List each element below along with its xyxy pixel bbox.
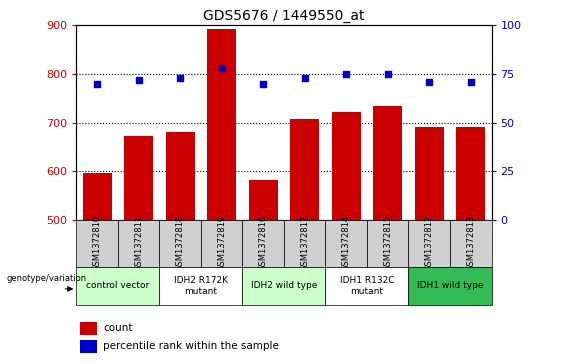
Bar xyxy=(290,119,319,220)
Point xyxy=(300,75,309,81)
Text: control vector: control vector xyxy=(86,281,149,290)
Bar xyxy=(76,267,159,305)
Text: IDH2 R172K
mutant: IDH2 R172K mutant xyxy=(174,276,228,295)
Bar xyxy=(166,132,194,220)
Text: GSM1372818: GSM1372818 xyxy=(176,215,185,271)
Point xyxy=(176,75,185,81)
Text: GSM1372819: GSM1372819 xyxy=(217,215,226,271)
Bar xyxy=(124,136,153,220)
Text: GSM1372813: GSM1372813 xyxy=(466,215,475,271)
Bar xyxy=(367,220,408,267)
Text: GSM1372817: GSM1372817 xyxy=(300,215,309,271)
Bar xyxy=(80,322,97,335)
Text: GSM1372816: GSM1372816 xyxy=(259,215,268,271)
Bar xyxy=(80,340,97,353)
Bar xyxy=(159,267,242,305)
Point xyxy=(383,71,392,77)
Text: percentile rank within the sample: percentile rank within the sample xyxy=(103,341,279,351)
Bar xyxy=(325,220,367,267)
Text: GSM1372810: GSM1372810 xyxy=(93,215,102,271)
Text: GSM1372811: GSM1372811 xyxy=(134,215,143,271)
Bar xyxy=(82,174,111,220)
Point xyxy=(342,71,351,77)
Title: GDS5676 / 1449550_at: GDS5676 / 1449550_at xyxy=(203,9,364,23)
Bar xyxy=(408,220,450,267)
Bar xyxy=(242,267,325,305)
Text: IDH1 wild type: IDH1 wild type xyxy=(417,281,483,290)
Point xyxy=(93,81,102,86)
Bar xyxy=(207,29,236,220)
Bar xyxy=(284,220,325,267)
Text: IDH1 R132C
mutant: IDH1 R132C mutant xyxy=(340,276,394,295)
Bar xyxy=(242,220,284,267)
Text: genotype/variation: genotype/variation xyxy=(6,274,86,283)
Bar xyxy=(159,220,201,267)
Bar xyxy=(450,220,492,267)
Point xyxy=(259,81,268,86)
Bar xyxy=(118,220,159,267)
Bar xyxy=(76,220,118,267)
Bar xyxy=(201,220,242,267)
Bar xyxy=(373,106,402,220)
Text: GSM1372814: GSM1372814 xyxy=(342,215,351,271)
Bar xyxy=(325,267,408,305)
Text: GSM1372812: GSM1372812 xyxy=(425,215,434,271)
Bar xyxy=(332,112,360,220)
Text: GSM1372815: GSM1372815 xyxy=(383,215,392,271)
Text: count: count xyxy=(103,323,133,333)
Bar xyxy=(249,180,277,220)
Bar xyxy=(457,127,485,220)
Text: IDH2 wild type: IDH2 wild type xyxy=(251,281,317,290)
Point xyxy=(134,77,143,83)
Point xyxy=(425,79,434,85)
Bar xyxy=(415,127,444,220)
Point xyxy=(217,65,226,71)
Bar xyxy=(408,267,492,305)
Point xyxy=(466,79,475,85)
